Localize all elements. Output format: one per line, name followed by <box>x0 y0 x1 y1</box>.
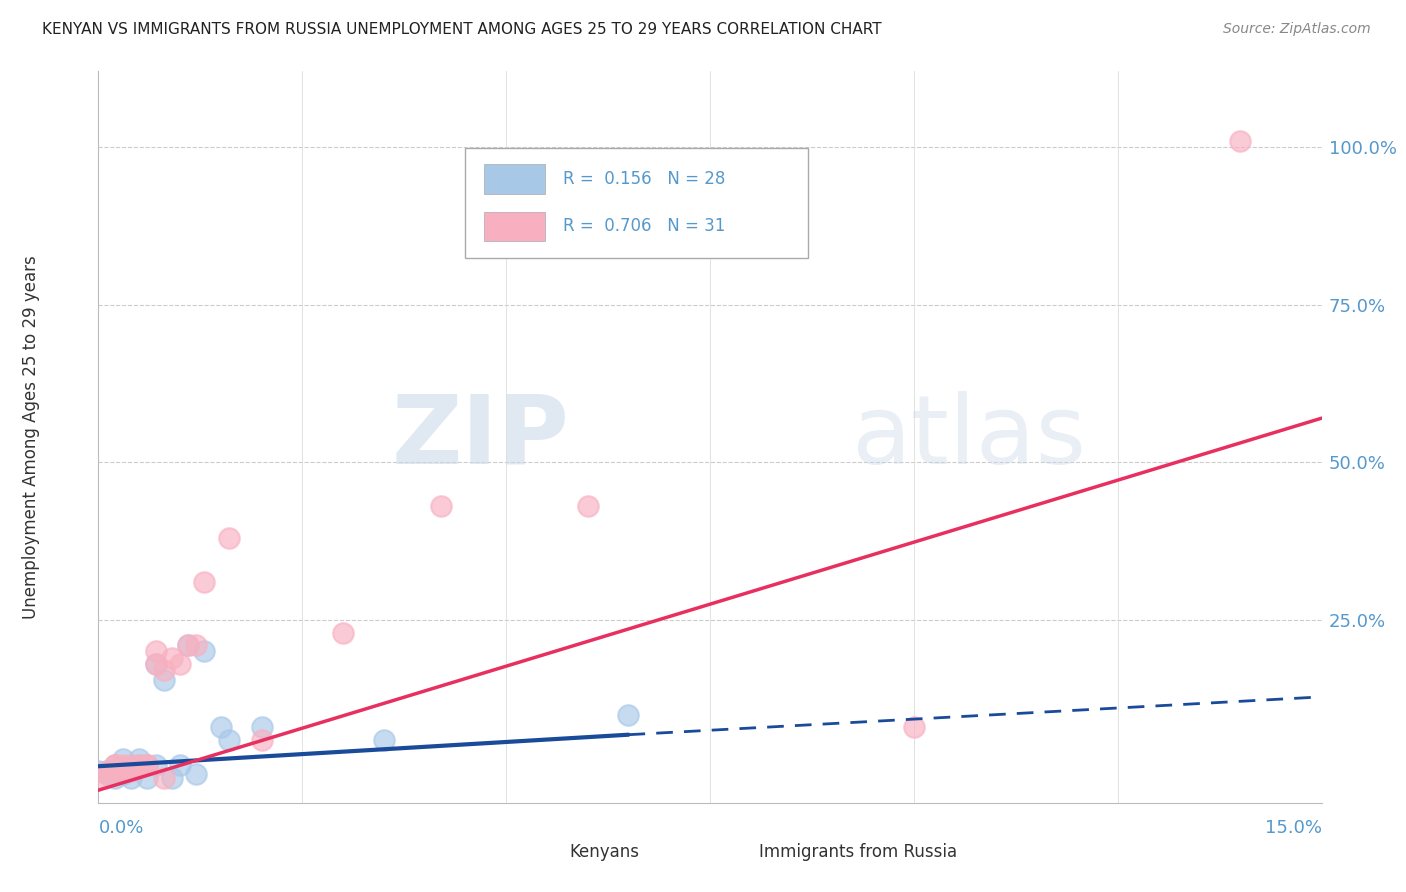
Point <box>136 758 159 772</box>
Text: Kenyans: Kenyans <box>569 843 640 861</box>
Point <box>96 764 118 779</box>
Point <box>145 758 167 772</box>
Point <box>104 758 127 772</box>
Point <box>430 500 453 514</box>
Point <box>136 771 159 785</box>
Point <box>120 771 142 785</box>
Point <box>177 638 200 652</box>
Bar <box>484 164 546 194</box>
Point <box>193 575 215 590</box>
Point <box>120 764 142 779</box>
Point <box>152 664 174 678</box>
Point <box>1229 134 1251 148</box>
Bar <box>515 843 557 863</box>
Text: R =  0.706   N = 31: R = 0.706 N = 31 <box>564 218 725 235</box>
Point <box>111 764 134 779</box>
Point <box>903 720 925 734</box>
Point <box>160 771 183 785</box>
Point <box>111 758 134 772</box>
Point <box>193 644 215 658</box>
Point <box>120 758 142 772</box>
Point <box>96 767 118 781</box>
Point <box>152 771 174 785</box>
Point <box>128 758 150 772</box>
Point <box>145 657 167 671</box>
Text: Source: ZipAtlas.com: Source: ZipAtlas.com <box>1223 22 1371 37</box>
Text: Unemployment Among Ages 25 to 29 years: Unemployment Among Ages 25 to 29 years <box>22 255 41 619</box>
Point <box>111 761 134 775</box>
Point <box>111 767 134 781</box>
Point <box>617 707 640 722</box>
Text: atlas: atlas <box>851 391 1085 483</box>
Point <box>209 720 232 734</box>
Point <box>96 767 118 781</box>
Point <box>104 771 127 785</box>
Point <box>111 764 134 779</box>
Point <box>136 758 159 772</box>
Point <box>87 764 110 779</box>
Point <box>145 657 167 671</box>
Point <box>128 761 150 775</box>
Point <box>136 758 159 772</box>
Point <box>186 767 208 781</box>
Text: KENYAN VS IMMIGRANTS FROM RUSSIA UNEMPLOYMENT AMONG AGES 25 TO 29 YEARS CORRELAT: KENYAN VS IMMIGRANTS FROM RUSSIA UNEMPLO… <box>42 22 882 37</box>
Point <box>152 673 174 687</box>
Point <box>177 638 200 652</box>
Point <box>332 625 354 640</box>
Point <box>373 732 395 747</box>
Point <box>169 758 191 772</box>
Point <box>128 758 150 772</box>
Point <box>250 720 273 734</box>
Bar <box>484 211 546 241</box>
Text: Immigrants from Russia: Immigrants from Russia <box>759 843 957 861</box>
Point <box>218 531 240 545</box>
FancyBboxPatch shape <box>465 148 808 258</box>
Point <box>186 638 208 652</box>
Point <box>250 732 273 747</box>
Point <box>145 644 167 658</box>
Point <box>104 764 127 779</box>
Point <box>87 771 110 785</box>
Text: R =  0.156   N = 28: R = 0.156 N = 28 <box>564 169 725 188</box>
Point <box>111 752 134 766</box>
Text: 0.0%: 0.0% <box>98 819 143 837</box>
Point <box>218 732 240 747</box>
Point <box>104 758 127 772</box>
Text: 15.0%: 15.0% <box>1264 819 1322 837</box>
Point <box>120 761 142 775</box>
Point <box>169 657 191 671</box>
Point <box>128 752 150 766</box>
Bar <box>704 843 747 863</box>
Point <box>104 764 127 779</box>
Point <box>160 650 183 665</box>
Point <box>104 758 127 772</box>
Point <box>576 500 599 514</box>
Text: ZIP: ZIP <box>391 391 569 483</box>
Point <box>96 764 118 779</box>
